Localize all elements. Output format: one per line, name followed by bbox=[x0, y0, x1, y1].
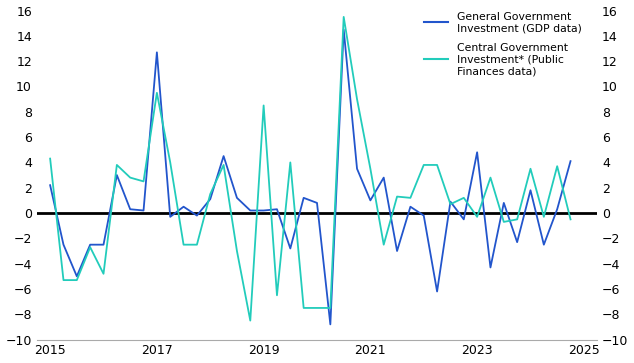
Legend: General Government
Investment (GDP data), Central Government
Investment* (Public: General Government Investment (GDP data)… bbox=[420, 7, 586, 81]
